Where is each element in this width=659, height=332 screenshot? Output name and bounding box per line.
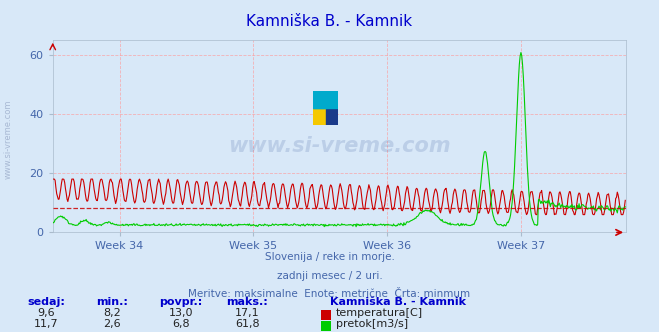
Text: min.:: min.:	[96, 297, 128, 307]
Text: Kamniška B. - Kamnik: Kamniška B. - Kamnik	[330, 297, 465, 307]
Text: povpr.:: povpr.:	[159, 297, 203, 307]
Text: 13,0: 13,0	[169, 308, 194, 318]
Polygon shape	[313, 91, 338, 108]
Text: 9,6: 9,6	[38, 308, 55, 318]
Text: zadnji mesec / 2 uri.: zadnji mesec / 2 uri.	[277, 271, 382, 281]
Bar	[313, 108, 326, 124]
Bar	[313, 91, 338, 108]
Text: www.si-vreme.com: www.si-vreme.com	[4, 100, 13, 179]
Text: sedaj:: sedaj:	[27, 297, 65, 307]
Text: maks.:: maks.:	[226, 297, 268, 307]
Text: 8,2: 8,2	[103, 308, 121, 318]
Text: pretok[m3/s]: pretok[m3/s]	[336, 319, 408, 329]
Bar	[326, 108, 338, 124]
Text: 2,6: 2,6	[103, 319, 121, 329]
Text: 17,1: 17,1	[235, 308, 260, 318]
Text: Slovenija / reke in morje.: Slovenija / reke in morje.	[264, 252, 395, 262]
Text: temperatura[C]: temperatura[C]	[336, 308, 423, 318]
Text: Kamniška B. - Kamnik: Kamniška B. - Kamnik	[246, 14, 413, 29]
Text: 61,8: 61,8	[235, 319, 260, 329]
Text: 11,7: 11,7	[34, 319, 59, 329]
Text: 6,8: 6,8	[173, 319, 190, 329]
Text: www.si-vreme.com: www.si-vreme.com	[228, 136, 451, 156]
Polygon shape	[326, 108, 338, 124]
Text: Meritve: maksimalne  Enote: metrične  Črta: minmum: Meritve: maksimalne Enote: metrične Črta…	[188, 289, 471, 299]
